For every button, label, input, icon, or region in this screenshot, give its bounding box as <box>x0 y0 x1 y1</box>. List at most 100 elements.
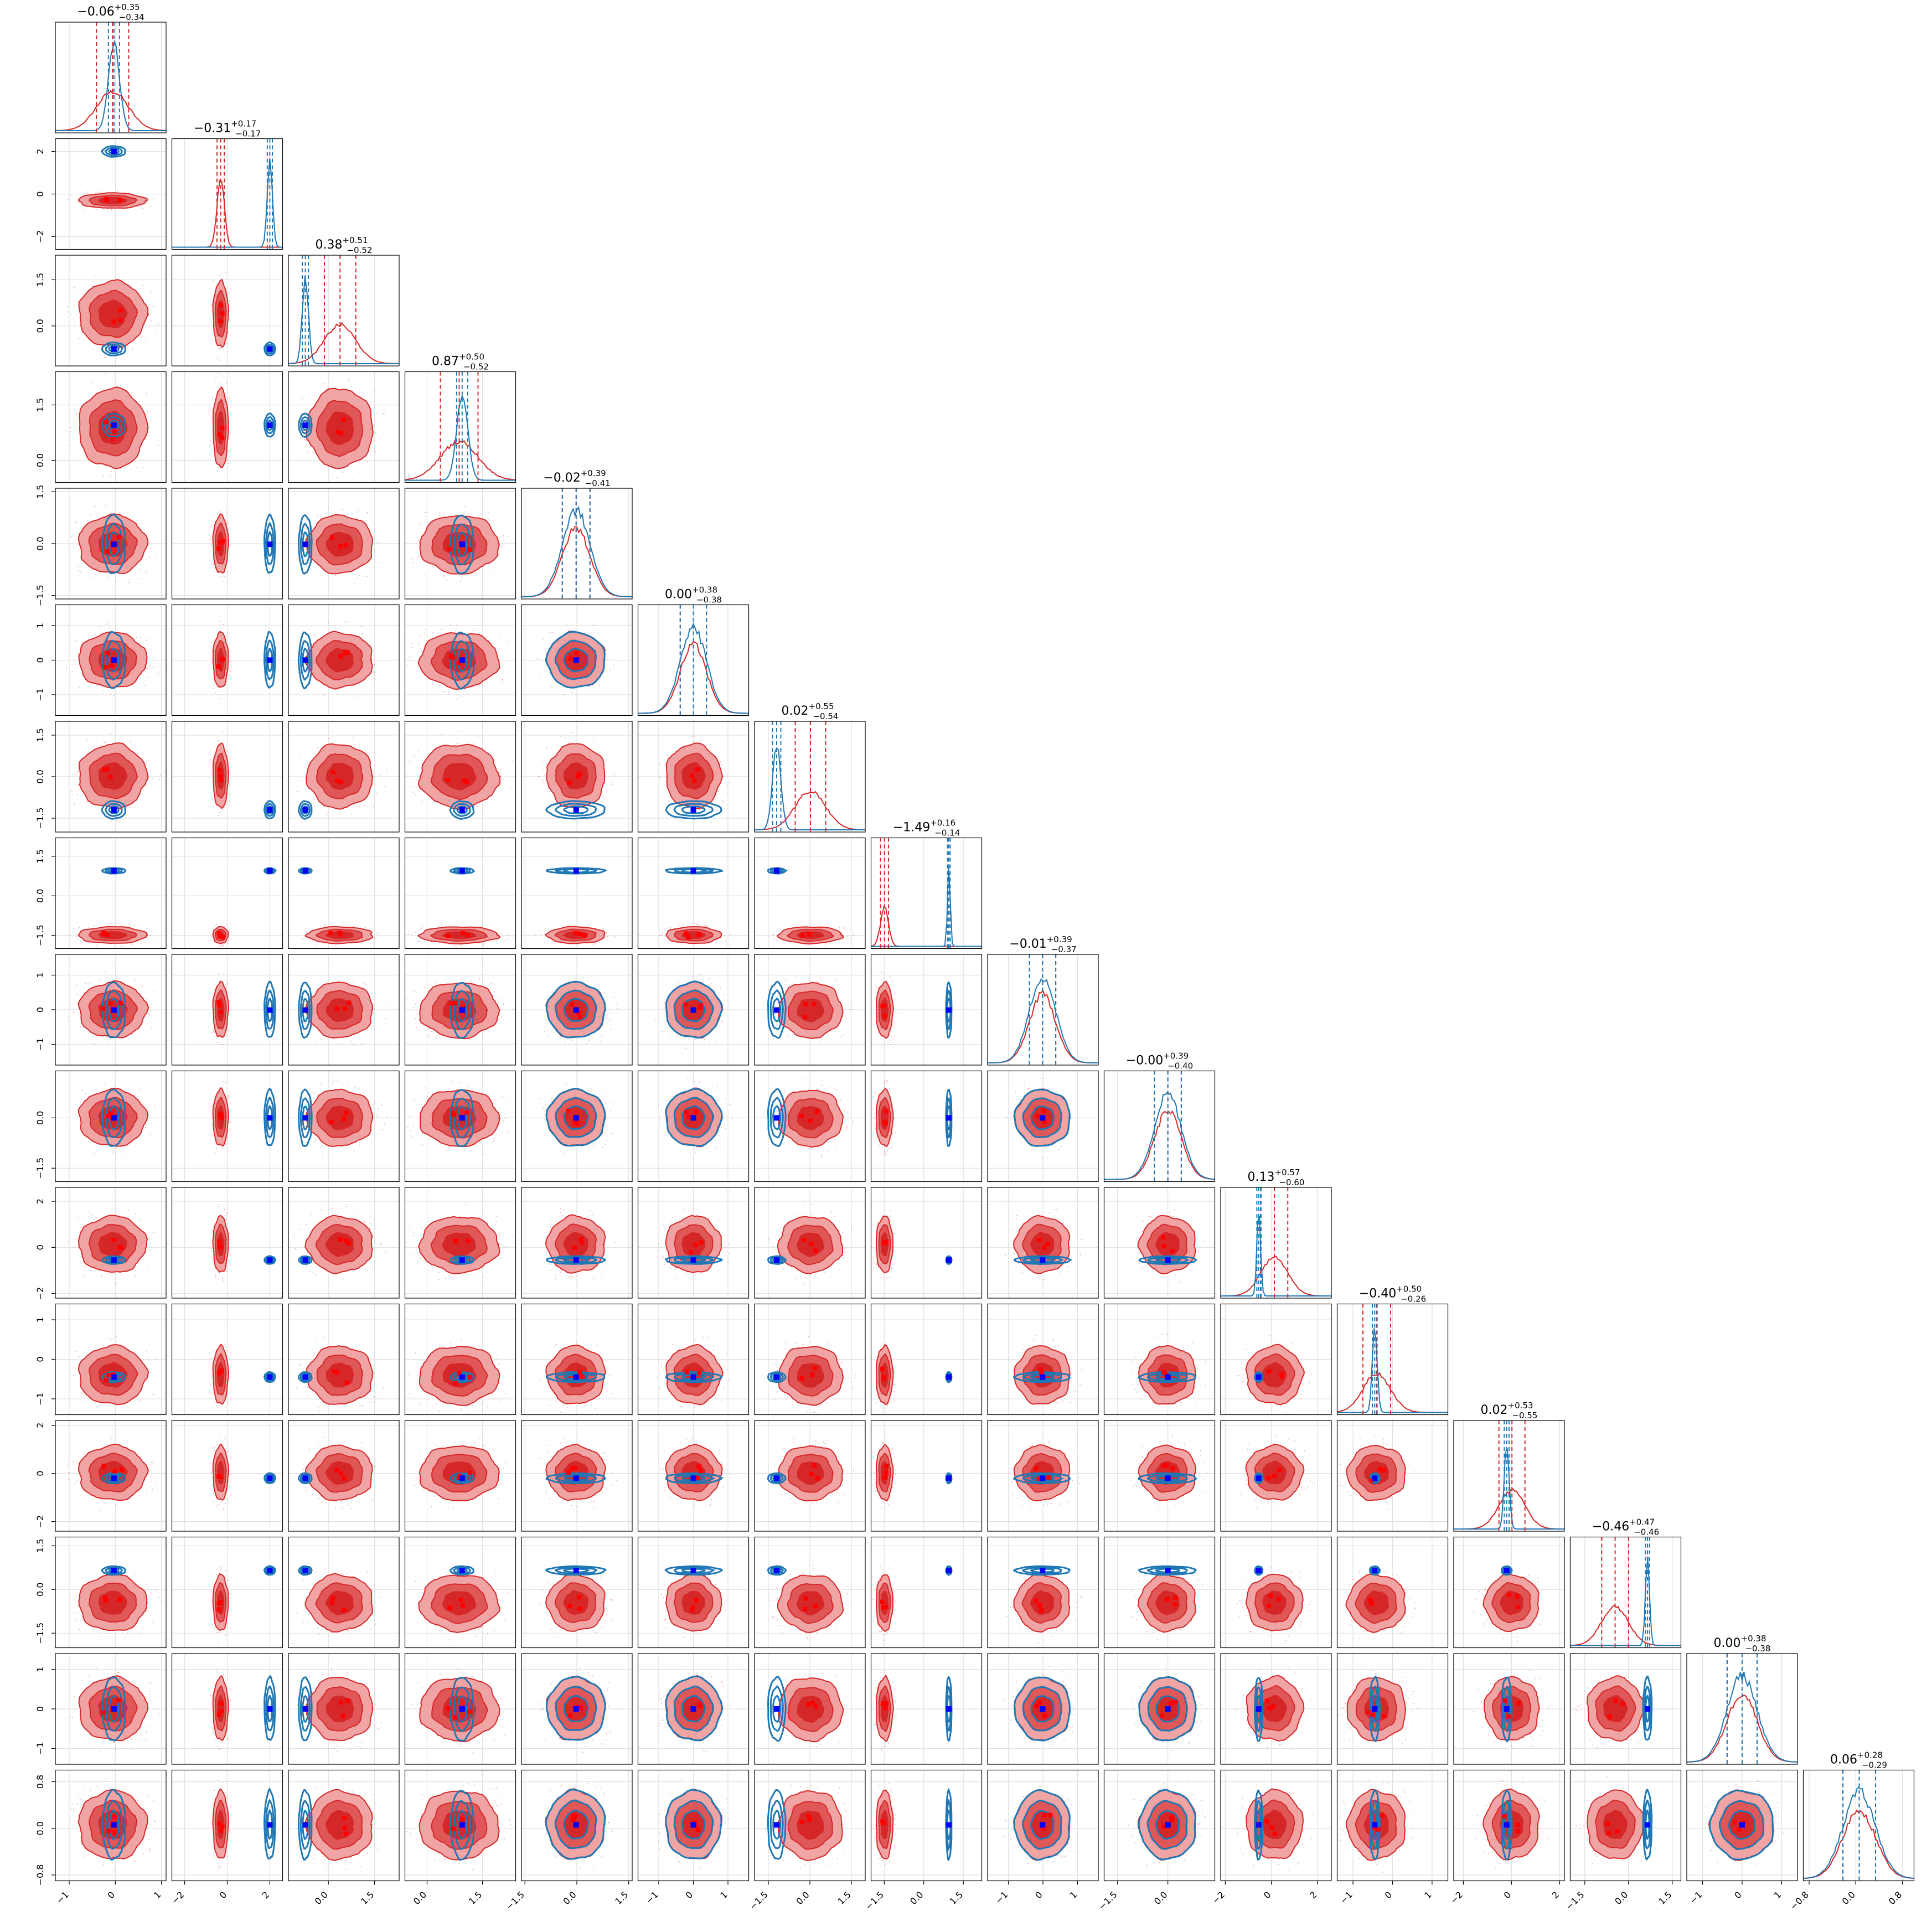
panel-content <box>288 605 399 716</box>
sample-point <box>154 1484 156 1486</box>
sample-point <box>1132 1384 1134 1386</box>
sample-point <box>142 208 143 209</box>
sample-point <box>221 944 223 946</box>
sample-point <box>351 1040 353 1042</box>
panel-content <box>1337 1420 1448 1531</box>
sample-point <box>722 1486 724 1487</box>
truth-marker <box>111 541 117 547</box>
sample-point <box>1020 1455 1022 1457</box>
sample-point <box>679 1348 680 1350</box>
sample-point <box>95 1217 97 1218</box>
sample-point <box>554 1346 556 1347</box>
sample-point <box>503 1467 505 1469</box>
sample-point <box>323 1446 325 1448</box>
sample-point <box>1141 1456 1143 1458</box>
sample-point <box>452 1279 454 1281</box>
sample-point <box>450 1345 452 1347</box>
blue-contour-0 <box>263 1565 276 1576</box>
sample-point <box>140 205 141 207</box>
truth-marker <box>302 1374 308 1380</box>
red-marker <box>572 1120 577 1125</box>
sample-point <box>328 622 329 624</box>
blue-contour-0 <box>101 145 127 158</box>
sample-point <box>364 804 365 805</box>
red-marker <box>573 931 578 936</box>
sample-point <box>732 1118 733 1120</box>
sample-point <box>891 1448 893 1449</box>
sample-point <box>461 944 463 946</box>
sample-point <box>1141 1231 1143 1232</box>
sample-point <box>146 1351 148 1352</box>
sample-point <box>1241 1378 1243 1380</box>
sample-point <box>1020 1099 1021 1101</box>
sample-point <box>593 1506 595 1508</box>
red-marker <box>219 1010 224 1015</box>
sample-point <box>1011 1494 1013 1496</box>
sample-point <box>94 208 96 210</box>
sample-point <box>882 971 884 973</box>
sample-point <box>325 924 327 926</box>
blue-contour-1 <box>1022 1474 1064 1483</box>
blue-contour-1 <box>554 1256 597 1264</box>
panel-frame <box>171 255 283 366</box>
sample-point <box>438 1411 440 1412</box>
sample-point <box>1347 1452 1349 1454</box>
sample-point <box>841 1232 843 1233</box>
sample-point <box>1261 1501 1262 1502</box>
sample-point <box>229 655 231 657</box>
blue-contour-1 <box>453 1474 472 1483</box>
sample-point <box>563 1209 565 1211</box>
sample-point <box>773 1246 774 1247</box>
sample-point <box>228 523 230 525</box>
sample-point <box>213 983 215 985</box>
red-marker <box>1042 1245 1047 1250</box>
sample-point <box>148 1013 149 1015</box>
sample-point <box>549 791 551 793</box>
sample-point <box>317 747 318 748</box>
scatter-panel-7-6 <box>754 837 866 949</box>
sample-point <box>210 1585 212 1587</box>
blue-contour-1 <box>265 803 275 817</box>
y-tick-label: 1.5 <box>35 273 45 287</box>
blue-contour-2 <box>563 1257 589 1263</box>
sample-point <box>219 1434 221 1436</box>
sample-point <box>695 1148 697 1149</box>
sample-point <box>458 730 459 732</box>
sample-point <box>149 205 151 207</box>
sample-point <box>787 1035 789 1036</box>
sample-point <box>730 1104 731 1106</box>
sample-point <box>692 1205 694 1207</box>
blue-contour-0 <box>264 1472 276 1484</box>
sample-point <box>547 1035 549 1037</box>
sample-point <box>379 1029 381 1031</box>
sample-point <box>885 1152 886 1154</box>
sample-point <box>1070 1095 1072 1097</box>
sample-point <box>1310 1480 1311 1482</box>
panel-frame <box>754 721 866 833</box>
sample-point <box>450 1342 451 1344</box>
sample-point <box>1075 1391 1077 1392</box>
sample-point <box>364 1222 366 1223</box>
sample-point <box>300 436 302 438</box>
truth-marker <box>774 868 779 874</box>
scatter-panel-10-6 <box>754 1187 866 1299</box>
truth-marker <box>459 1475 465 1481</box>
sample-point <box>1148 1270 1150 1272</box>
sample-point <box>664 1003 665 1004</box>
blue-contour-1 <box>673 1372 715 1382</box>
sample-point <box>142 335 143 337</box>
sample-point <box>460 1409 462 1411</box>
sample-point <box>1256 1507 1258 1509</box>
red-marker <box>219 1113 224 1118</box>
sample-point <box>451 1081 453 1082</box>
sample-point <box>216 1041 218 1043</box>
sample-point <box>546 747 547 748</box>
sample-point <box>695 1338 696 1340</box>
red-marker <box>884 1109 889 1114</box>
scatter-panel-12-2 <box>288 1420 400 1532</box>
sample-point <box>409 1229 411 1231</box>
scatter-panel-12-8 <box>987 1420 1099 1532</box>
truth-marker <box>111 148 117 154</box>
sample-point <box>224 1437 225 1439</box>
sample-point <box>140 1634 141 1635</box>
